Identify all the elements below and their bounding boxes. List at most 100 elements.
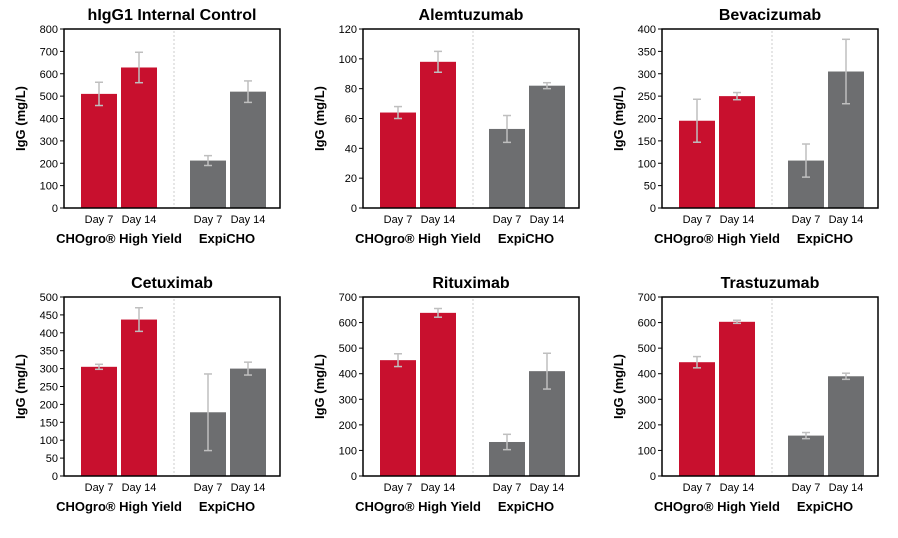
bar [121, 67, 157, 208]
group-label: CHOgro® High Yield [355, 499, 481, 514]
y-tick-label: 400 [638, 369, 656, 381]
chart-title: hIgG1 Internal Control [88, 7, 257, 24]
y-tick-label: 40 [345, 143, 357, 155]
group-label: ExpiCHO [498, 231, 554, 246]
y-tick-label: 400 [40, 328, 58, 340]
chart-panel: Cetuximab IgG (mg/L) 0 50 100 150 200 250 300 350… [13, 275, 281, 514]
y-tick-label: 0 [351, 471, 357, 483]
x-tick-label: Day 14 [530, 214, 565, 226]
y-tick-label: 600 [339, 318, 357, 330]
x-tick-label: Day 7 [384, 214, 413, 226]
y-tick-label: 150 [40, 417, 58, 429]
y-tick-label: 0 [351, 203, 357, 215]
x-tick-label: Day 14 [829, 482, 864, 494]
y-tick-label: 100 [40, 181, 58, 193]
y-tick-label: 150 [638, 136, 656, 148]
bar [420, 312, 456, 476]
y-tick-label: 100 [638, 445, 656, 457]
y-tick-label: 300 [40, 364, 58, 376]
y-tick-label: 200 [638, 420, 656, 432]
bar [81, 366, 117, 476]
bar [230, 368, 266, 476]
y-tick-label: 250 [40, 382, 58, 394]
y-tick-label: 700 [339, 292, 357, 304]
y-tick-label: 350 [638, 46, 656, 58]
chart-panel: Trastuzumab IgG (mg/L) 0 100 200 300 400 500 600… [611, 275, 879, 514]
x-tick-label: Day 7 [194, 482, 223, 494]
y-axis-label: IgG (mg/L) [13, 354, 28, 419]
group-label: CHOgro® High Yield [654, 499, 780, 514]
x-tick-label: Day 7 [384, 482, 413, 494]
plot-frame [661, 296, 879, 477]
chart-title: Cetuximab [131, 275, 213, 292]
x-tick-label: Day 14 [829, 214, 864, 226]
y-tick-label: 0 [650, 203, 656, 215]
chart-panel: Bevacizumab IgG (mg/L) 0 50 100 150 200 250 300 3… [611, 7, 879, 246]
y-tick-label: 800 [40, 24, 58, 36]
bar [529, 85, 565, 208]
chart-panel: hIgG1 Internal Control IgG (mg/L) 0 100 200 3… [13, 7, 281, 246]
y-tick-label: 450 [40, 310, 58, 322]
y-tick-label: 0 [650, 471, 656, 483]
chart-panel: Rituximab IgG (mg/L) 0 100 200 300 400 500 600 70… [312, 275, 580, 514]
y-tick-label: 50 [46, 453, 58, 465]
x-tick-label: Day 7 [683, 214, 712, 226]
bar [380, 112, 416, 208]
group-label: ExpiCHO [797, 231, 853, 246]
y-tick-label: 200 [638, 114, 656, 126]
y-tick-label: 60 [345, 114, 357, 126]
y-tick-label: 120 [339, 24, 357, 36]
x-tick-label: Day 7 [85, 482, 114, 494]
y-tick-label: 200 [40, 158, 58, 170]
bar [121, 319, 157, 476]
chart-panel: Alemtuzumab IgG (mg/L) 0 20 40 60 80 100 120 Day … [312, 7, 580, 246]
y-tick-label: 600 [40, 69, 58, 81]
bar [719, 321, 755, 476]
group-label: ExpiCHO [199, 499, 255, 514]
y-tick-label: 100 [339, 445, 357, 457]
x-tick-label: Day 14 [421, 214, 456, 226]
y-axis-label: IgG (mg/L) [611, 86, 626, 151]
y-tick-label: 300 [638, 394, 656, 406]
chart-title: Rituximab [432, 275, 510, 292]
y-tick-label: 400 [339, 369, 357, 381]
y-tick-label: 700 [40, 46, 58, 58]
y-tick-label: 0 [52, 203, 58, 215]
bar [190, 160, 226, 208]
y-tick-label: 400 [40, 114, 58, 126]
y-tick-label: 400 [638, 24, 656, 36]
x-tick-label: Day 14 [720, 482, 755, 494]
plot-frame [362, 296, 580, 477]
group-label: ExpiCHO [498, 499, 554, 514]
x-tick-label: Day 14 [122, 482, 157, 494]
y-tick-label: 0 [52, 471, 58, 483]
y-tick-label: 700 [638, 292, 656, 304]
group-label: ExpiCHO [199, 231, 255, 246]
y-tick-label: 50 [644, 181, 656, 193]
y-axis-label: IgG (mg/L) [312, 354, 327, 419]
y-tick-label: 80 [345, 84, 357, 96]
y-tick-label: 300 [40, 136, 58, 148]
x-tick-label: Day 7 [493, 482, 522, 494]
bar [828, 376, 864, 476]
y-axis-label: IgG (mg/L) [312, 86, 327, 151]
y-tick-label: 500 [339, 343, 357, 355]
y-tick-label: 500 [40, 91, 58, 103]
plot-frame [362, 28, 580, 209]
y-axis-label: IgG (mg/L) [611, 354, 626, 419]
y-tick-label: 250 [638, 91, 656, 103]
chart-title: Alemtuzumab [419, 7, 524, 24]
x-tick-label: Day 7 [683, 482, 712, 494]
x-tick-label: Day 14 [231, 482, 266, 494]
bar [81, 93, 117, 208]
group-label: CHOgro® High Yield [654, 231, 780, 246]
group-label: CHOgro® High Yield [56, 231, 182, 246]
x-tick-label: Day 14 [421, 482, 456, 494]
x-tick-label: Day 7 [194, 214, 223, 226]
group-label: CHOgro® High Yield [56, 499, 182, 514]
group-label: CHOgro® High Yield [355, 231, 481, 246]
y-tick-label: 100 [638, 158, 656, 170]
bar [420, 61, 456, 208]
x-tick-label: Day 14 [122, 214, 157, 226]
